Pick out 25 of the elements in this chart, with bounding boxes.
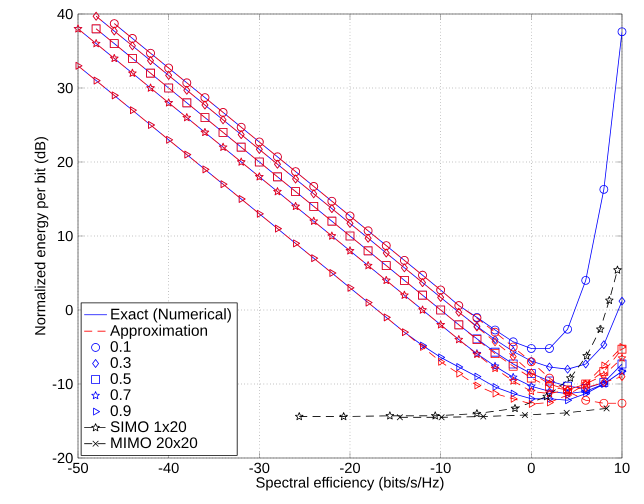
- x-axis-title: Spectral efficiency (bits/s/Hz): [256, 476, 444, 491]
- y-tick-label: 10: [58, 230, 73, 242]
- y-tick-label: 0: [66, 304, 73, 316]
- legend-label: 0.1: [110, 341, 131, 352]
- legend-label: 0.3: [110, 357, 131, 368]
- x-tick-label: -10: [430, 462, 451, 474]
- y-tick-label: -10: [52, 378, 73, 390]
- legend-label: 0.9: [110, 405, 131, 416]
- y-axis-title: Normalized energy per bit (dB): [34, 137, 48, 335]
- x-tick-label: 0: [528, 462, 535, 474]
- x-tick-label: -40: [158, 462, 179, 474]
- legend-label: 0.5: [110, 373, 131, 384]
- x-tick-label: -30: [249, 462, 270, 474]
- y-tick-label: 40: [57, 8, 73, 20]
- legend-label: MIMO 20x20: [111, 437, 198, 448]
- x-tick-label: 10: [614, 462, 630, 474]
- legend-label: 0.7: [110, 389, 131, 400]
- annotation: Approximation: [110, 324, 208, 339]
- y-tick-label: -20: [52, 452, 73, 464]
- y-tick-label: 20: [58, 156, 73, 168]
- annotation: Exact (Numerical): [111, 308, 231, 322]
- x-tick-label: -50: [68, 462, 88, 474]
- y-tick-label: 30: [58, 82, 73, 94]
- x-tick-label: -20: [340, 462, 360, 474]
- legend-label: SIMO 1x20: [110, 421, 186, 432]
